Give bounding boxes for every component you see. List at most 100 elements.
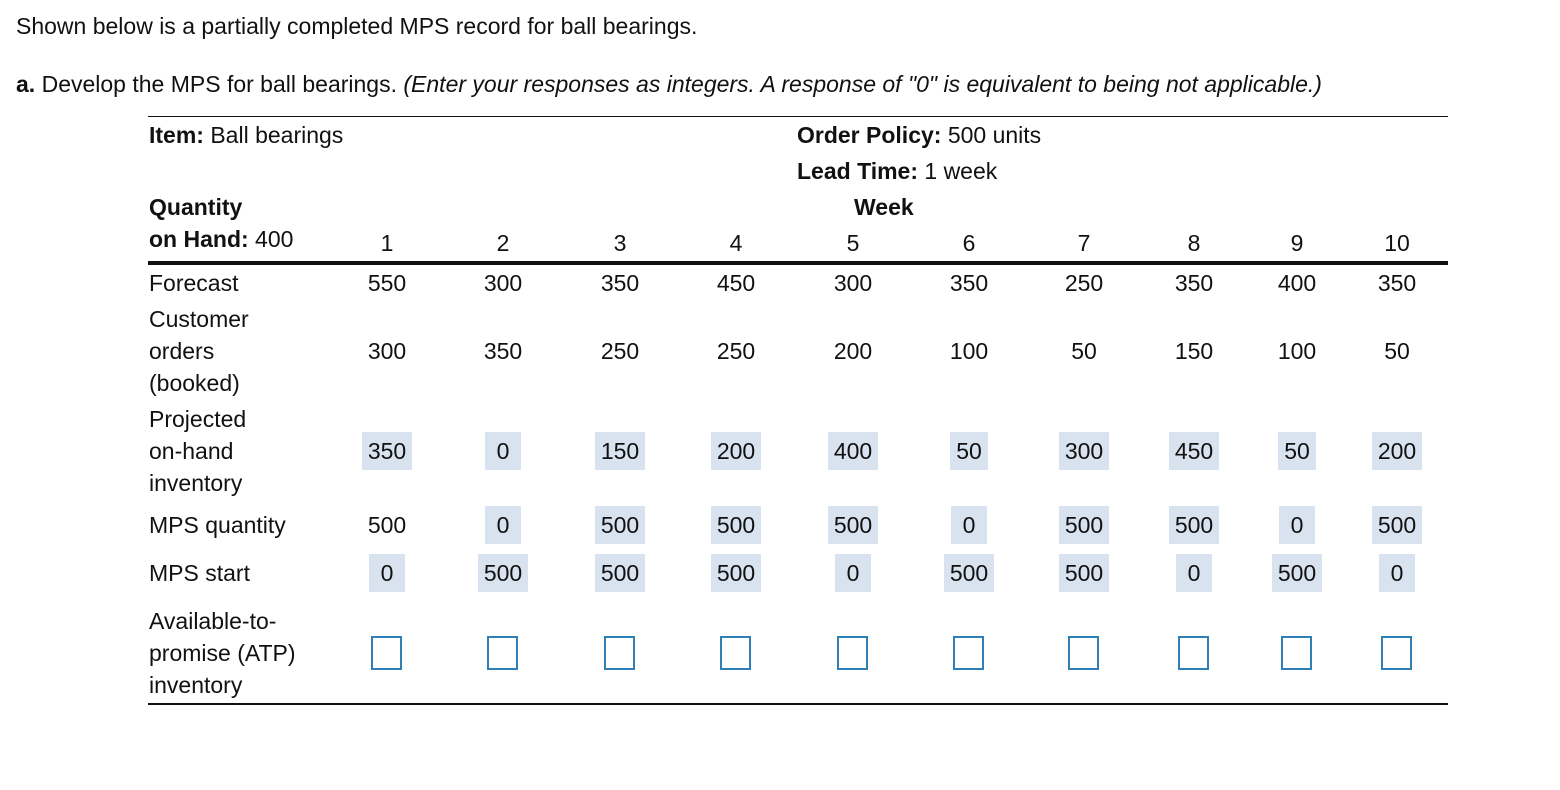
mps-start-value[interactable]: 500 — [943, 554, 995, 592]
mps-quantity-value[interactable]: 500 — [594, 506, 646, 544]
projected-on-hand-value[interactable]: 200 — [710, 432, 762, 470]
mps-quantity-value[interactable]: 500 — [710, 506, 762, 544]
customer-orders-cell: 100 — [949, 338, 989, 364]
mps-start-cell: 500 — [1039, 554, 1129, 592]
mps-quantity-cell: 0 — [1252, 506, 1342, 544]
customer-orders-cell: 50 — [1384, 338, 1410, 364]
projected-on-hand-label-1: Projected — [149, 406, 247, 432]
mps-quantity-value[interactable]: 500 — [1168, 506, 1220, 544]
instruction-text: Develop the MPS for ball bearings. — [35, 71, 404, 97]
mps-start-value[interactable]: 500 — [594, 554, 646, 592]
projected-on-hand-label-2: on-hand — [149, 438, 234, 464]
atp-input[interactable] — [837, 636, 868, 670]
week-number: 6 — [962, 230, 976, 256]
projected-on-hand-value[interactable]: 400 — [827, 432, 879, 470]
mps-start-cell: 0 — [808, 554, 898, 592]
mps-start-value[interactable]: 500 — [710, 554, 762, 592]
mps-start-value[interactable]: 0 — [1176, 554, 1212, 592]
forecast-cell: 250 — [1064, 270, 1104, 296]
quantity-label: Quantity — [149, 194, 243, 220]
atp-input[interactable] — [487, 636, 518, 670]
customer-orders-label-3: (booked) — [149, 370, 240, 396]
atp-input[interactable] — [1281, 636, 1312, 670]
item-label: Item: — [149, 122, 204, 148]
atp-input[interactable] — [1381, 636, 1412, 670]
week-number: 2 — [496, 230, 510, 256]
projected-on-hand-value[interactable]: 450 — [1168, 432, 1220, 470]
atp-input[interactable] — [720, 636, 751, 670]
customer-orders-cell: 50 — [1071, 338, 1097, 364]
mps-quantity-value[interactable]: 0 — [951, 506, 987, 544]
projected-on-hand-cell: 300 — [1039, 432, 1129, 470]
customer-orders-label-1: Customer — [149, 306, 249, 332]
mps-start-value[interactable]: 500 — [477, 554, 529, 592]
projected-on-hand-value[interactable]: 350 — [361, 432, 413, 470]
week-number: 10 — [1384, 230, 1410, 256]
projected-on-hand-value[interactable]: 300 — [1058, 432, 1110, 470]
mps-quantity-label: MPS quantity — [149, 512, 286, 538]
mps-quantity-cell: 500 — [367, 512, 407, 538]
atp-label-2: promise (ATP) — [149, 640, 296, 666]
mps-start-cell: 0 — [342, 554, 432, 592]
atp-input[interactable] — [604, 636, 635, 670]
table-top-rule — [148, 116, 1448, 117]
mps-quantity-cell: 500 — [575, 506, 665, 544]
mps-quantity-value[interactable]: 500 — [827, 506, 879, 544]
mps-start-cell: 0 — [1149, 554, 1239, 592]
projected-on-hand-value[interactable]: 0 — [485, 432, 521, 470]
forecast-cell: 450 — [716, 270, 756, 296]
week-number: 9 — [1290, 230, 1304, 256]
week-number: 1 — [380, 230, 394, 256]
mps-start-cell: 0 — [1352, 554, 1442, 592]
mps-quantity-value[interactable]: 500 — [1371, 506, 1423, 544]
atp-input[interactable] — [1178, 636, 1209, 670]
mps-quantity-value[interactable]: 0 — [485, 506, 521, 544]
lead-time-label: Lead Time: — [797, 158, 918, 184]
forecast-cell: 300 — [833, 270, 873, 296]
forecast-cell: 350 — [600, 270, 640, 296]
week-number: 5 — [846, 230, 860, 256]
customer-orders-label-2: orders — [149, 338, 215, 364]
forecast-cell: 300 — [483, 270, 523, 296]
forecast-cell: 350 — [1377, 270, 1417, 296]
projected-on-hand-value[interactable]: 150 — [594, 432, 646, 470]
order-policy-field: Order Policy: 500 units — [797, 120, 1041, 150]
mps-start-cell: 500 — [1252, 554, 1342, 592]
mps-start-value[interactable]: 0 — [1379, 554, 1415, 592]
mps-start-value[interactable]: 500 — [1271, 554, 1323, 592]
mps-quantity-cell: 0 — [458, 506, 548, 544]
mps-quantity-cell: 500 — [691, 506, 781, 544]
table-bottom-rule — [148, 703, 1448, 705]
mps-quantity-value[interactable]: 0 — [1279, 506, 1315, 544]
mps-start-cell: 500 — [575, 554, 665, 592]
projected-on-hand-cell: 400 — [808, 432, 898, 470]
forecast-cell: 400 — [1277, 270, 1317, 296]
atp-input[interactable] — [1068, 636, 1099, 670]
on-hand-value: 400 — [248, 226, 294, 252]
projected-on-hand-label-3: inventory — [149, 470, 243, 496]
atp-input[interactable] — [953, 636, 984, 670]
projected-on-hand-cell: 200 — [1352, 432, 1442, 470]
projected-on-hand-cell: 50 — [924, 432, 1014, 470]
projected-on-hand-value[interactable]: 50 — [1278, 432, 1316, 470]
mps-start-cell: 500 — [458, 554, 548, 592]
forecast-cell: 550 — [367, 270, 407, 296]
customer-orders-cell: 300 — [367, 338, 407, 364]
projected-on-hand-value[interactable]: 200 — [1371, 432, 1423, 470]
forecast-cell: 350 — [949, 270, 989, 296]
projected-on-hand-cell: 0 — [458, 432, 548, 470]
projected-on-hand-value[interactable]: 50 — [950, 432, 988, 470]
on-hand-field: on Hand: 400 — [149, 224, 293, 254]
lead-time-field: Lead Time: 1 week — [797, 156, 997, 186]
atp-input[interactable] — [371, 636, 402, 670]
customer-orders-cell: 200 — [833, 338, 873, 364]
mps-start-value[interactable]: 500 — [1058, 554, 1110, 592]
customer-orders-cell: 100 — [1277, 338, 1317, 364]
week-number: 3 — [613, 230, 627, 256]
mps-start-value[interactable]: 0 — [835, 554, 871, 592]
order-policy-value: 500 units — [941, 122, 1042, 148]
mps-quantity-value[interactable]: 500 — [1058, 506, 1110, 544]
mps-start-value[interactable]: 0 — [369, 554, 405, 592]
week-number: 7 — [1077, 230, 1091, 256]
instruction: a. Develop the MPS for ball bearings. (E… — [16, 70, 1322, 98]
